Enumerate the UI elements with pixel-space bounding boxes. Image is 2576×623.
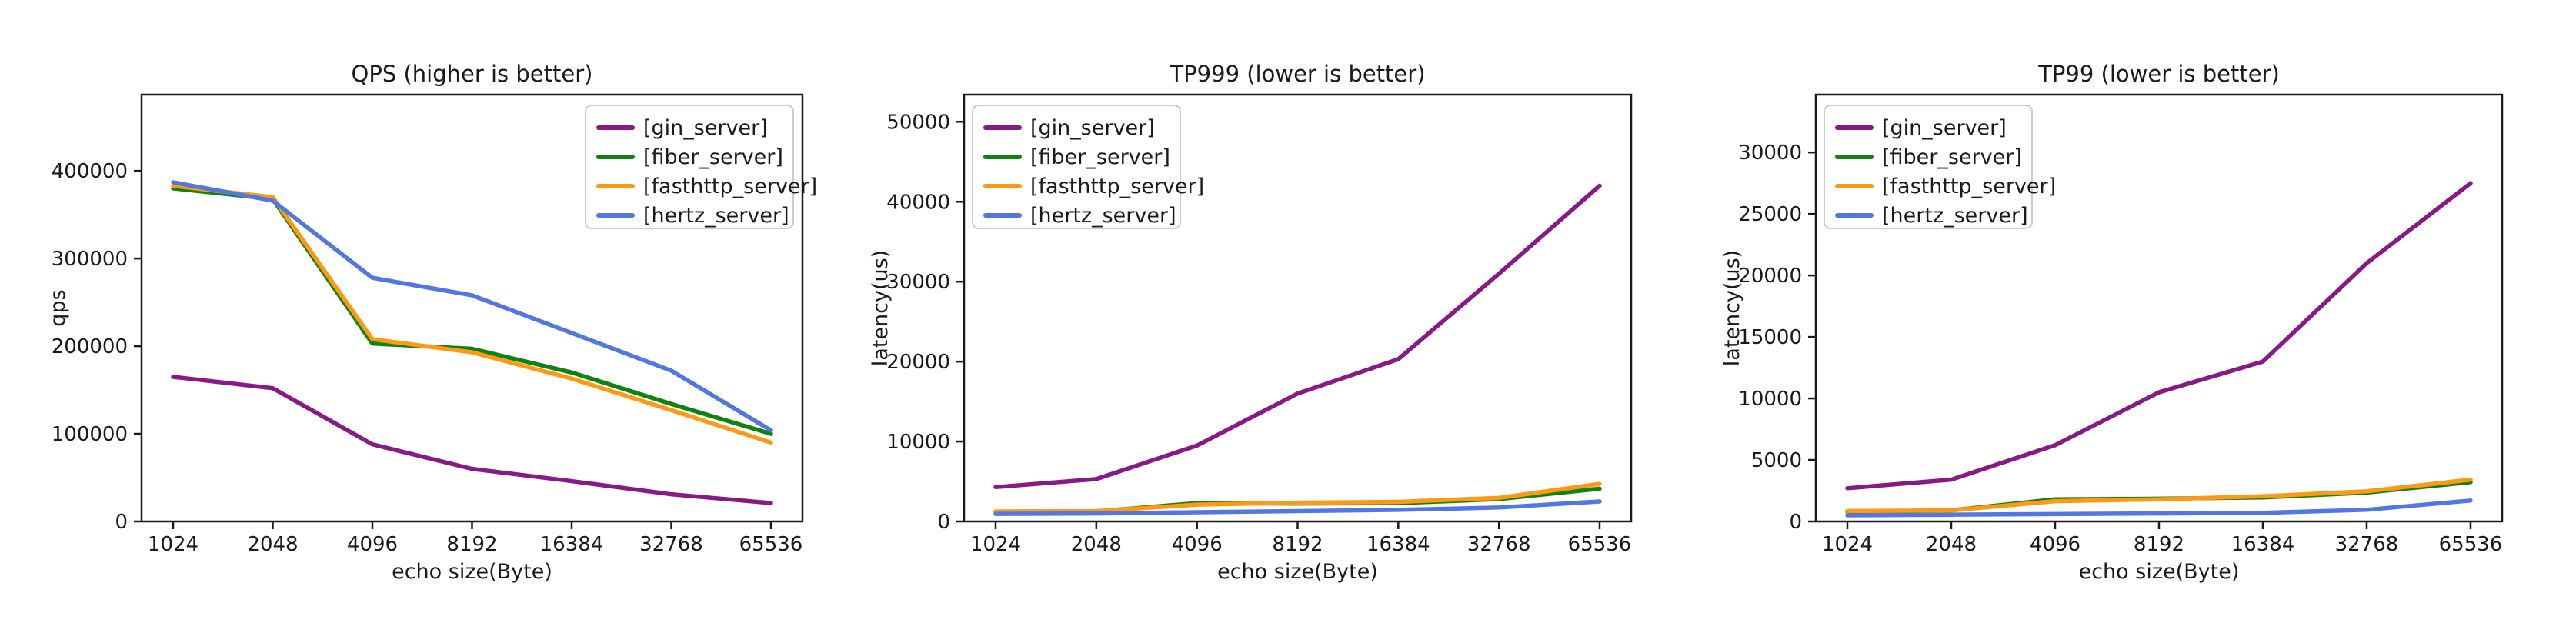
legend-label: [hertz_server] [1882,204,2028,228]
x-axis-label: echo size(Byte) [1217,560,1378,584]
x-axis-label: echo size(Byte) [2079,560,2240,584]
x-tick-label: 2048 [247,533,298,556]
legend-label: [fiber_server] [1882,145,2022,169]
y-tick-label: 200000 [52,335,128,358]
x-tick-label: 4096 [1172,533,1223,556]
legend: [gin_server] [fiber_server] [fasthttp_serv… [585,105,817,229]
series-line-hertz_server [1845,498,2473,518]
legend: [gin_server] [fiber_server] [fasthttp_serv… [972,105,1204,229]
x-tick-label: 1024 [970,533,1021,556]
y-tick-label: 50000 [886,111,950,134]
legend-item-fasthttp_server: [fasthttp_server] [983,175,1204,198]
legend-label: [fasthttp_server] [1030,175,1204,198]
legend-item-gin_server: [gin_server] [983,116,1155,140]
y-tick-label: 10000 [886,431,950,454]
chart-title: TP99 (lower is better) [2037,61,2280,87]
x-tick-label: 16384 [2231,533,2295,556]
y-tick-label: 15000 [1738,326,1802,349]
y-tick-label: 20000 [1738,265,1802,288]
legend-item-fasthttp_server: [fasthttp_server] [1835,175,2056,198]
series-line-fasthttp_server [993,481,1602,514]
x-tick-label: 32768 [2335,533,2399,556]
legend-label: [hertz_server] [1030,204,1176,228]
legend-label: [fiber_server] [1030,145,1170,169]
legend-item-hertz_server: [hertz_server] [596,204,789,228]
x-tick-label: 65536 [739,533,803,556]
series-line-gin_server [171,375,773,505]
legend-label: [fiber_server] [643,145,783,169]
y-tick-label: 20000 [886,351,950,374]
legend-item-fiber_server: [fiber_server] [596,145,783,169]
legend-box [1824,105,2033,229]
y-tick-label: 5000 [1751,449,1802,472]
legend-label: [fasthttp_server] [643,175,817,198]
y-tick-label: 300000 [52,248,128,271]
legend-item-fiber_server: [fiber_server] [983,145,1170,169]
chart-title: TP999 (lower is better) [1169,61,1425,87]
x-tick-label: 4096 [347,533,398,556]
legend-item-fiber_server: [fiber_server] [1835,145,2022,169]
x-tick-label: 65536 [2439,533,2503,556]
series-line-fasthttp_server [1845,477,2473,514]
y-tick-label: 40000 [886,191,950,214]
x-tick-label: 32768 [1467,533,1531,556]
y-tick-label: 10000 [1738,388,1802,411]
chart-tp999: 0 10000 20000 30000 40000 50000 1024 2048 4096 81… [859,0,1717,623]
legend-item-gin_server: [gin_server] [596,116,768,140]
series-line-hertz_server [171,180,773,433]
y-tick-label: 0 [1789,511,1802,534]
y-tick-label: 0 [115,511,128,534]
legend-item-hertz_server: [hertz_server] [1835,204,2028,228]
y-axis-label: qps [46,289,70,326]
x-tick-label: 16384 [1366,533,1430,556]
y-tick-label: 30000 [886,271,950,294]
legend-label: [fasthttp_server] [1882,175,2056,198]
y-tick-label: 400000 [52,160,128,183]
series-line-fasthttp_server [171,183,773,445]
legend-label: [gin_server] [1030,116,1155,140]
x-tick-label: 8192 [1272,533,1323,556]
legend-item-fasthttp_server: [fasthttp_server] [596,175,817,198]
legend-item-gin_server: [gin_server] [1835,116,2007,140]
legend-box [585,105,794,229]
x-tick-label: 65536 [1568,533,1632,556]
series-line-hertz_server [993,499,1602,516]
legend: [gin_server] [fiber_server] [fasthttp_serv… [1824,105,2056,229]
x-tick-label: 1024 [148,533,199,556]
legend-label: [hertz_server] [643,204,789,228]
series-line-gin_server [993,183,1602,490]
x-axis-label: echo size(Byte) [392,560,552,584]
legend-box [972,105,1181,229]
chart-tp99: 0 5000 10000 15000 20000 25000 30000 1024 2048 40… [1717,0,2576,623]
x-tick-label: 8192 [446,533,497,556]
x-tick-label: 4096 [2030,533,2080,556]
chart-title: QPS (higher is better) [352,61,593,87]
x-tick-label: 16384 [540,533,604,556]
x-tick-label: 2048 [1926,533,1977,556]
legend-label: [gin_server] [1882,116,2007,140]
y-axis-label: latency(us) [869,250,893,366]
legend-item-hertz_server: [hertz_server] [983,204,1176,228]
legend-label: [gin_server] [643,116,768,140]
x-tick-label: 2048 [1071,533,1122,556]
series-line-gin_server [1845,181,2473,491]
x-tick-label: 8192 [2134,533,2184,556]
y-tick-label: 100000 [52,423,128,446]
y-axis-label: latency(us) [1720,250,1744,366]
y-tick-label: 30000 [1738,142,1802,165]
y-tick-label: 0 [937,511,950,534]
x-tick-label: 32768 [639,533,703,556]
x-tick-label: 1024 [1822,533,1873,556]
chart-qps: 0 100000 200000 300000 400000 1024 2048 4096 819… [0,0,859,623]
y-tick-label: 25000 [1738,203,1802,226]
